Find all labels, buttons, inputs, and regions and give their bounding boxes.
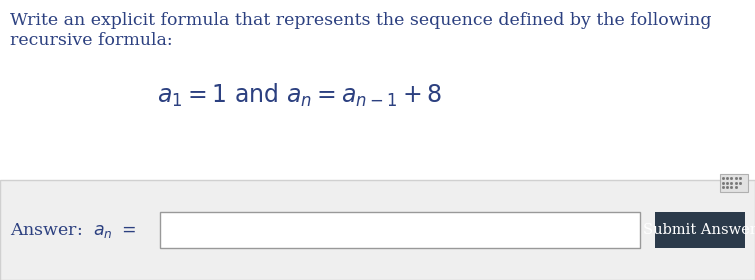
Text: $a_1 = 1\ \mathrm{and}\ a_n = a_{n-1} + 8$: $a_1 = 1\ \mathrm{and}\ a_n = a_{n-1} + … [158, 81, 442, 109]
Text: Answer:  $a_n\ =$: Answer: $a_n\ =$ [10, 221, 136, 239]
FancyBboxPatch shape [160, 212, 640, 248]
FancyBboxPatch shape [0, 180, 755, 280]
FancyBboxPatch shape [720, 174, 748, 192]
Text: Submit Answer: Submit Answer [643, 223, 755, 237]
FancyBboxPatch shape [655, 212, 745, 248]
Text: Write an explicit formula that represents the sequence defined by the following: Write an explicit formula that represent… [10, 12, 711, 29]
Text: recursive formula:: recursive formula: [10, 32, 173, 49]
